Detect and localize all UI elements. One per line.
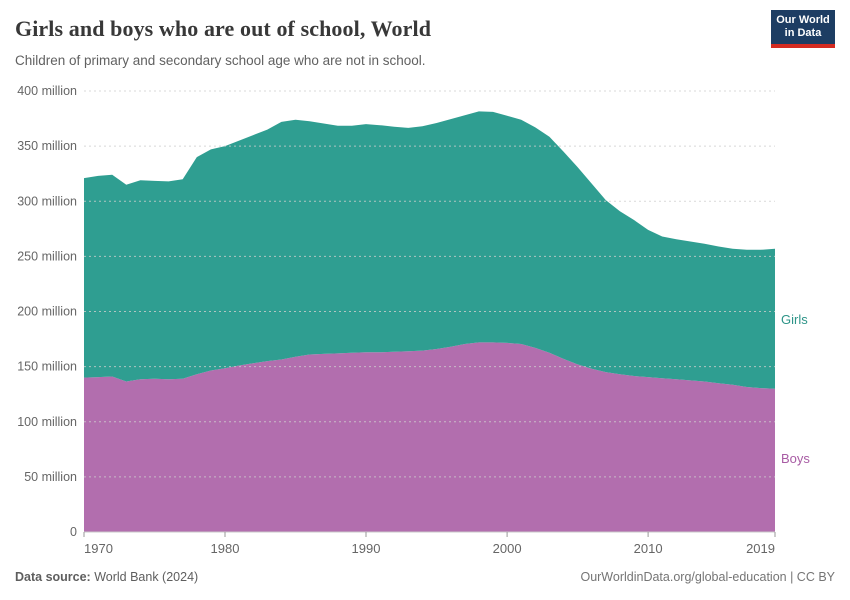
footer: Data source: World Bank (2024) OurWorldi…	[15, 570, 835, 584]
owid-logo-line1: Our World	[776, 14, 830, 26]
data-source-label: Data source:	[15, 570, 91, 584]
owid-logo[interactable]: Our World in Data	[771, 10, 835, 48]
y-tick-label-400: 400 million	[17, 84, 77, 98]
x-tick-label-2019: 2019	[746, 541, 775, 556]
y-tick-label-50: 50 million	[24, 470, 77, 484]
girls-area[interactable]	[84, 111, 775, 389]
data-source: Data source: World Bank (2024)	[15, 570, 198, 584]
x-tick-label-1970: 1970	[84, 541, 113, 556]
y-tick-label-150: 150 million	[17, 360, 77, 374]
license-link[interactable]: OurWorldinData.org/global-education | CC…	[580, 570, 835, 584]
owid-logo-line2: in Data	[784, 27, 822, 39]
page-title: Girls and boys who are out of school, Wo…	[15, 16, 432, 41]
series-label-boys: Boys	[781, 451, 810, 466]
boys-area[interactable]	[84, 342, 775, 532]
y-tick-label-300: 300 million	[17, 194, 77, 208]
y-tick-label-0: 0	[70, 525, 77, 539]
x-tick-label-1980: 1980	[211, 541, 240, 556]
y-tick-label-200: 200 million	[17, 305, 77, 319]
x-tick-label-2010: 2010	[634, 541, 663, 556]
y-tick-label-100: 100 million	[17, 415, 77, 429]
y-tick-label-250: 250 million	[17, 249, 77, 263]
y-tick-label-350: 350 million	[17, 139, 77, 153]
x-tick-label-2000: 2000	[493, 541, 522, 556]
owid-logo-red-bar	[771, 44, 835, 48]
page-subtitle: Children of primary and secondary school…	[15, 53, 426, 68]
series-label-girls: Girls	[781, 312, 808, 327]
x-tick-label-1990: 1990	[352, 541, 381, 556]
data-source-value: World Bank (2024)	[90, 570, 199, 584]
owid-logo-box: Our World in Data	[771, 10, 835, 44]
